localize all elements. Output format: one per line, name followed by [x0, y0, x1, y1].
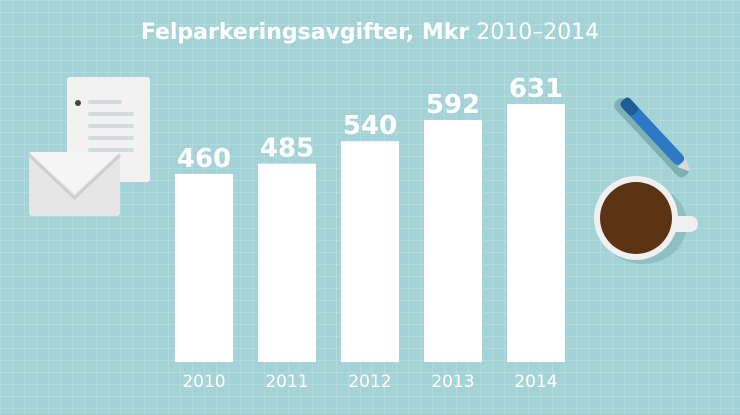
bar-2011 [258, 163, 316, 362]
bar-2012 [341, 141, 399, 362]
bar-2014 [507, 104, 565, 362]
x-tick-label-2014: 2014 [514, 372, 557, 392]
bar-value-label-2010: 460 [177, 144, 231, 174]
bar-2010 [175, 173, 233, 362]
bar-value-label-2012: 540 [343, 111, 397, 141]
x-tick-label-2010: 2010 [182, 372, 225, 392]
x-tick-label-2011: 2011 [265, 372, 308, 392]
bar-value-label-2014: 631 [509, 74, 563, 104]
chart-title: Felparkeringsavgifter, Mkr 2010–2014 [0, 20, 740, 45]
pen-icon [614, 97, 690, 178]
coffee-cup-icon [594, 176, 698, 264]
bar-2013 [424, 119, 482, 363]
x-tick-label-2013: 2013 [431, 372, 474, 392]
bar-value-label-2013: 592 [426, 90, 480, 120]
chart-title-years: 2010–2014 [476, 20, 600, 45]
chart-title-main: Felparkeringsavgifter, Mkr [140, 20, 470, 45]
envelope-icon [27, 152, 122, 216]
x-tick-label-2012: 2012 [348, 372, 391, 392]
bar-value-label-2011: 485 [260, 134, 314, 164]
